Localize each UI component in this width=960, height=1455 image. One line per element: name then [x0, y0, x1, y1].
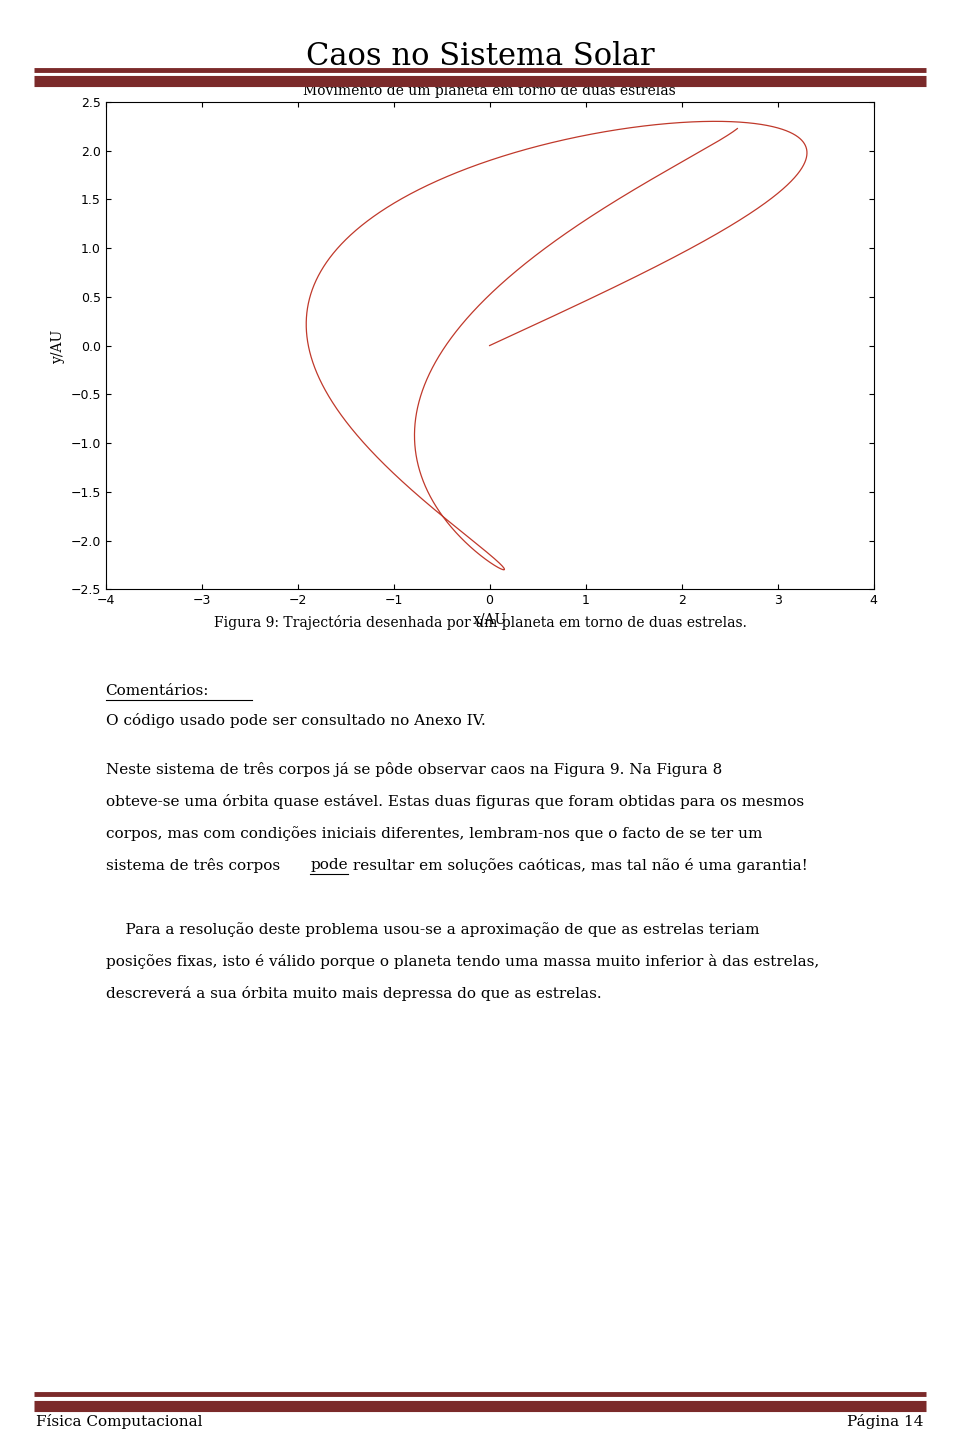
Y-axis label: y/AU: y/AU [51, 329, 64, 362]
Text: Caos no Sistema Solar: Caos no Sistema Solar [305, 41, 655, 71]
Text: Física Computacional: Física Computacional [36, 1414, 203, 1429]
Text: sistema de três corpos: sistema de três corpos [106, 858, 284, 873]
Text: pode: pode [310, 858, 348, 873]
Text: descreverá a sua órbita muito mais depressa do que as estrelas.: descreverá a sua órbita muito mais depre… [106, 986, 601, 1001]
X-axis label: x/AU: x/AU [472, 613, 507, 627]
Title: Movimento de um planeta em torno de duas estrelas: Movimento de um planeta em torno de duas… [303, 84, 676, 97]
Text: Para a resolução deste problema usou-se a aproximação de que as estrelas teriam: Para a resolução deste problema usou-se … [106, 922, 759, 937]
Text: Comentários:: Comentários: [106, 684, 209, 698]
Text: Página 14: Página 14 [847, 1414, 924, 1429]
Text: Neste sistema de três corpos já se pôde observar caos na Figura 9. Na Figura 8: Neste sistema de três corpos já se pôde … [106, 762, 722, 777]
Text: obteve-se uma órbita quase estável. Estas duas figuras que foram obtidas para os: obteve-se uma órbita quase estável. Esta… [106, 794, 804, 809]
Text: resultar em soluções caóticas, mas tal não é uma garantia!: resultar em soluções caóticas, mas tal n… [348, 858, 807, 873]
Text: O código usado pode ser consultado no Anexo IV.: O código usado pode ser consultado no An… [106, 713, 486, 728]
Text: posições fixas, isto é válido porque o planeta tendo uma massa muito inferior à : posições fixas, isto é válido porque o p… [106, 954, 819, 969]
Text: Figura 9: Trajectória desenhada por um planeta em torno de duas estrelas.: Figura 9: Trajectória desenhada por um p… [213, 615, 747, 630]
Text: corpos, mas com condições iniciais diferentes, lembram-nos que o facto de se ter: corpos, mas com condições iniciais difer… [106, 826, 762, 841]
